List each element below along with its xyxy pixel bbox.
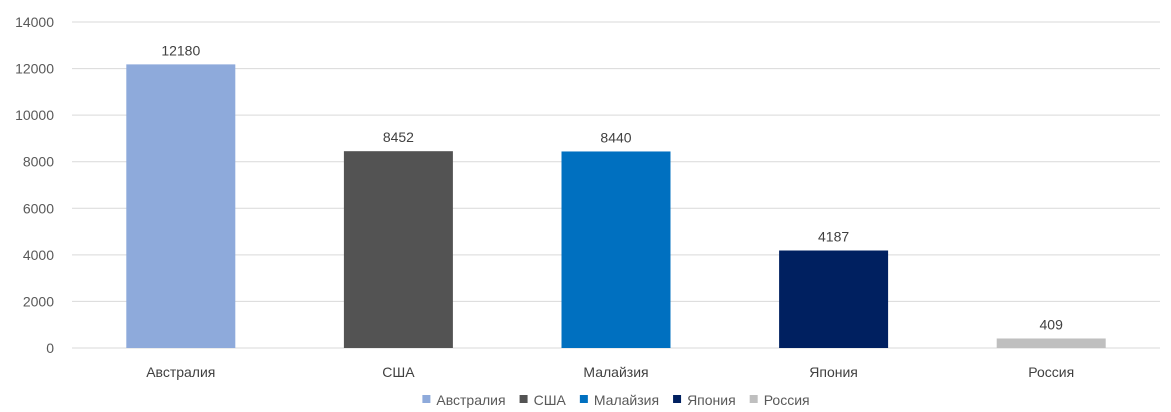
legend-item: США: [519, 392, 567, 408]
category-label: Россия: [1028, 364, 1074, 380]
category-labels: Австралия США Малайзия Япония Россия: [146, 364, 1074, 380]
legend-label: Малайзия: [594, 392, 659, 408]
legend-item: Япония: [673, 392, 736, 408]
bar-4: [779, 250, 889, 348]
legend-item: Австралия: [422, 392, 506, 408]
bar-1: [126, 64, 236, 348]
legend-swatch: [519, 395, 528, 403]
bar-2: [343, 151, 453, 348]
legend-swatch: [749, 395, 758, 403]
bar-5: [996, 338, 1106, 348]
category-label: США: [382, 364, 415, 380]
y-axis-ticks: 0 2000 4000 6000 8000 10000 12000 14000: [15, 14, 54, 356]
bar-3: [561, 151, 671, 348]
legend-label: Япония: [687, 392, 736, 408]
category-label: Япония: [809, 364, 858, 380]
legend-label: Австралия: [436, 392, 505, 408]
y-tick-label: 6000: [23, 200, 54, 216]
legend-item: Малайзия: [579, 392, 659, 408]
y-tick-label: 10000: [15, 107, 54, 123]
legend-swatch: [422, 395, 431, 403]
y-tick-label: 14000: [15, 14, 54, 30]
y-tick-label: 4000: [23, 247, 54, 263]
legend-swatch: [673, 395, 682, 403]
data-label: 8452: [383, 129, 414, 145]
data-label: 4187: [818, 229, 849, 245]
data-label: 12180: [161, 42, 200, 58]
legend-label: Россия: [764, 392, 810, 408]
data-label: 409: [1040, 316, 1064, 332]
y-tick-label: 8000: [23, 154, 54, 170]
y-tick-label: 12000: [15, 61, 54, 77]
category-label: Австралия: [146, 364, 215, 380]
y-tick-label: 2000: [23, 293, 54, 309]
data-label: 8440: [600, 129, 631, 145]
y-tick-label: 0: [46, 340, 54, 356]
category-label: Малайзия: [583, 364, 648, 380]
legend-item: Россия: [749, 392, 810, 408]
legend: Австралия США Малайзия Япония Россия: [422, 392, 810, 408]
legend-swatch: [579, 395, 588, 403]
bars: [126, 64, 1106, 348]
legend-label: США: [534, 392, 567, 408]
data-labels: 12180 8452 8440 4187 409: [161, 42, 1063, 332]
